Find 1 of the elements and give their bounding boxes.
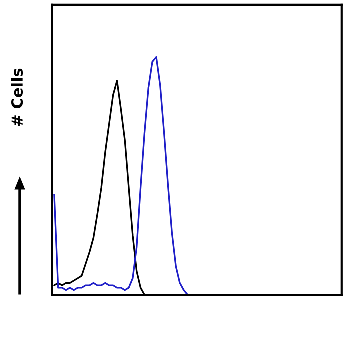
y-axis-title: # Cells [11, 68, 24, 126]
